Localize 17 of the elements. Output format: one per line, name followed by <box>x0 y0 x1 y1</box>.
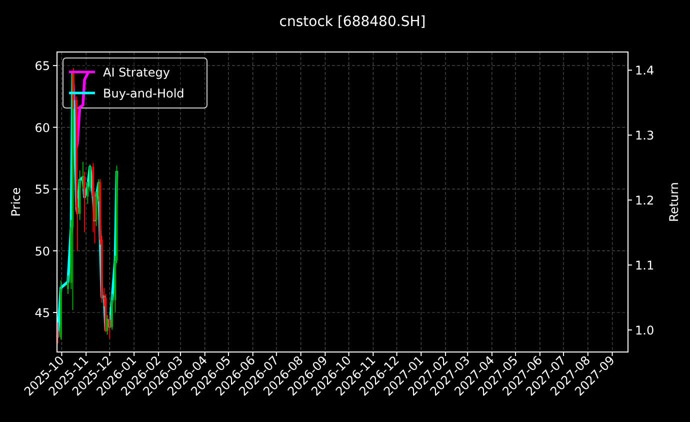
y2-tick-label: 1.3 <box>635 128 654 143</box>
candlestick <box>84 171 86 233</box>
y-tick-label: 50 <box>34 244 50 258</box>
legend-label: Buy-and-Hold <box>103 86 184 100</box>
y-axis-title: Price <box>9 187 23 217</box>
y-tick-label: 65 <box>34 59 50 74</box>
y2-tick-label: 1.4 <box>635 64 654 78</box>
y2-axis-title: Return <box>667 182 681 222</box>
y2-tick-label: 1.0 <box>635 323 654 338</box>
legend-label: AI Strategy <box>103 66 170 80</box>
y2-tick-label: 1.2 <box>635 194 654 208</box>
y-tick-label: 60 <box>34 120 50 135</box>
chart-title: cnstock [688480.SH] <box>279 14 426 30</box>
y-tick-label: 55 <box>34 182 50 197</box>
y2-tick-label: 1.1 <box>635 258 654 272</box>
candlestick <box>108 314 111 339</box>
y-tick-label: 45 <box>34 306 50 320</box>
